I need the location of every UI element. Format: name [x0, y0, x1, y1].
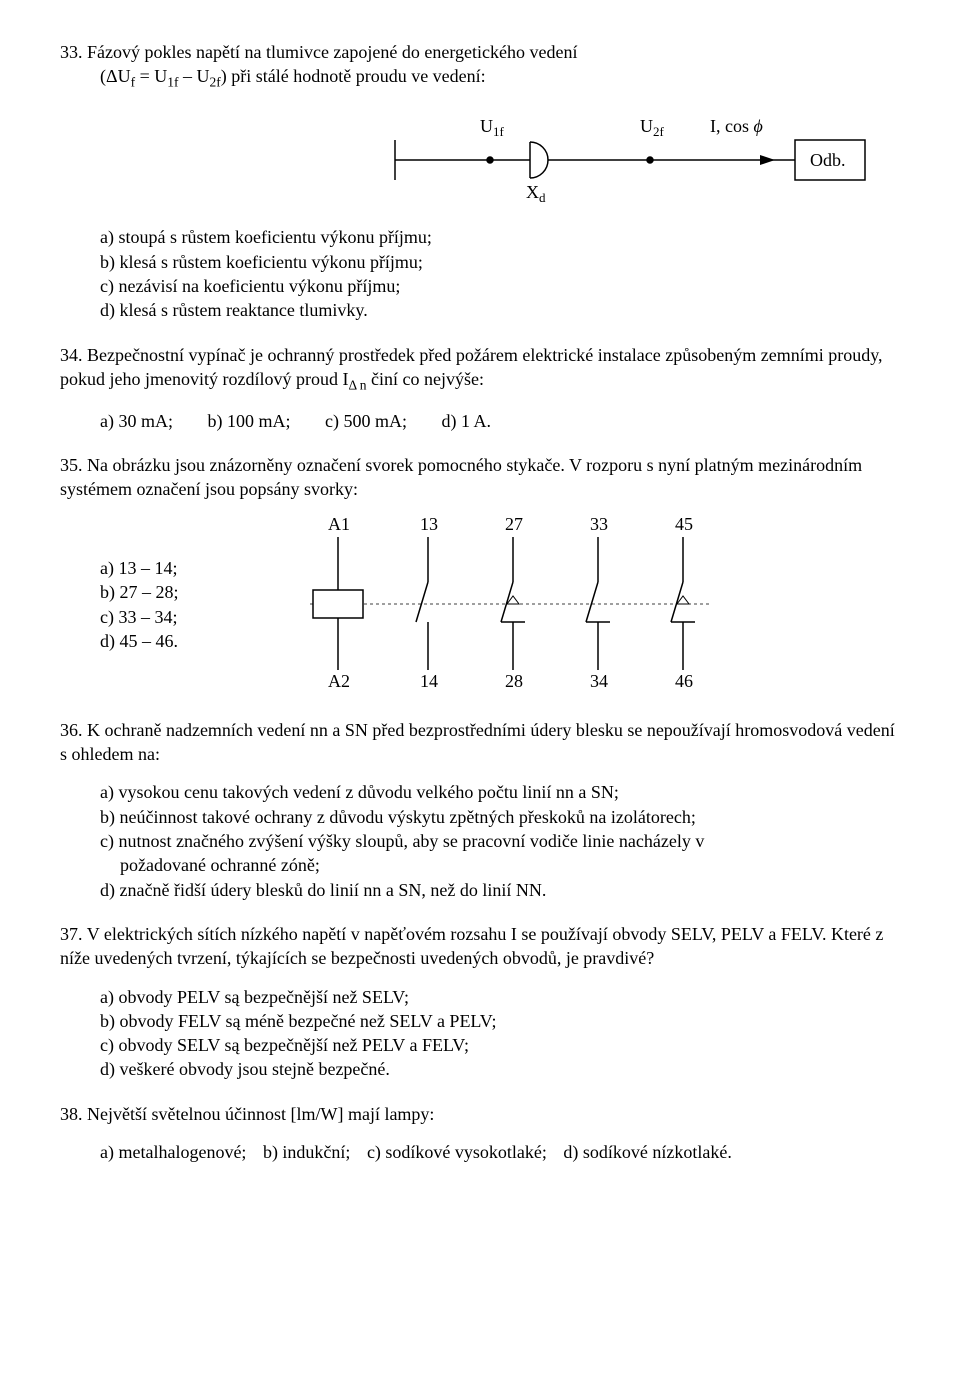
q35-opt-c: c) 33 – 34; — [100, 605, 280, 629]
svg-text:A1: A1 — [328, 514, 350, 534]
svg-text:Odb.: Odb. — [810, 150, 846, 170]
question-33: 33. Fázový pokles napětí na tlumivce zap… — [60, 40, 900, 323]
svg-text:45: 45 — [675, 514, 693, 534]
q35-opt-b: b) 27 – 28; — [100, 580, 280, 604]
q38-num: 38. — [60, 1104, 83, 1124]
q34-num: 34. — [60, 345, 83, 365]
q37-text: 37. V elektrických sítích nízkého napětí… — [60, 922, 900, 971]
q34-opt-a: a) 30 mA; — [100, 409, 173, 433]
q38-opt-b: b) indukční; — [263, 1140, 351, 1164]
q36-opt-a: a) vysokou cenu takových vedení z důvodu… — [100, 780, 900, 804]
q34-opt-d: d) 1 A. — [441, 409, 491, 433]
q35-options: a) 13 – 14; b) 27 – 28; c) 33 – 34; d) 4… — [60, 556, 280, 653]
q37-opt-c: c) obvody SELV są bezpečnější než PELV a… — [100, 1033, 900, 1057]
svg-text:33: 33 — [590, 514, 608, 534]
q33-line2: (ΔUf = U1f – U2f) při stálé hodnotě prou… — [60, 66, 486, 86]
q37-opt-b: b) obvody FELV są méně bezpečné než SELV… — [100, 1009, 900, 1033]
svg-text:U1f: U1f — [480, 116, 505, 139]
q38-opt-d: d) sodíkové nízkotlaké. — [563, 1140, 731, 1164]
svg-text:46: 46 — [675, 671, 693, 691]
q38-opt-a: a) metalhalogenové; — [100, 1140, 246, 1164]
svg-text:Xd: Xd — [526, 182, 546, 205]
svg-text:A2: A2 — [328, 671, 350, 691]
q35-opt-a: a) 13 – 14; — [100, 556, 280, 580]
q33-opt-c: c) nezávisí na koeficientu výkonu příjmu… — [100, 274, 900, 298]
q33-num: 33. — [60, 42, 83, 62]
q38-text: 38. Největší světelnou účinnost [lm/W] m… — [60, 1102, 900, 1126]
svg-text:13: 13 — [420, 514, 438, 534]
question-38: 38. Největší světelnou účinnost [lm/W] m… — [60, 1102, 900, 1165]
q33-line1: Fázový pokles napětí na tlumivce zapojen… — [87, 42, 578, 62]
q35-opt-d: d) 45 – 46. — [100, 629, 280, 653]
q33-options: a) stoupá s růstem koeficientu výkonu př… — [60, 225, 900, 322]
q36-opt-b: b) neúčinnost takové ochrany z důvodu vý… — [100, 805, 900, 829]
q34-text: 34. Bezpečnostní vypínač je ochranný pro… — [60, 343, 900, 395]
svg-text:34: 34 — [590, 671, 608, 691]
q38-options: a) metalhalogenové; b) indukční; c) sodí… — [60, 1140, 900, 1164]
svg-text:I, cos ϕ: I, cos ϕ — [710, 116, 763, 136]
q37-opt-d: d) veškeré obvody jsou stejně bezpečné. — [100, 1057, 900, 1081]
q33-opt-a: a) stoupá s růstem koeficientu výkonu př… — [100, 225, 900, 249]
q36-text: 36. K ochraně nadzemních vedení nn a SN … — [60, 718, 900, 767]
q33-diagram: U1f U2f I, cos ϕ Xd Odb. — [60, 100, 900, 211]
q36-num: 36. — [60, 720, 83, 740]
q35-diagram: A1 13 27 33 45 A2 14 28 34 46 — [280, 512, 760, 698]
q35-text: 35. Na obrázku jsou znázorněny označení … — [60, 453, 900, 502]
question-34: 34. Bezpečnostní vypínač je ochranný pro… — [60, 343, 900, 433]
question-35: 35. Na obrázku jsou znázorněny označení … — [60, 453, 900, 698]
q38-opt-c: c) sodíkové vysokotlaké; — [367, 1140, 547, 1164]
q37-opt-a: a) obvody PELV są bezpečnější než SELV; — [100, 985, 900, 1009]
q35-num: 35. — [60, 455, 83, 475]
q37-num: 37. — [60, 924, 83, 944]
svg-text:27: 27 — [505, 514, 523, 534]
q33-opt-d: d) klesá s růstem reaktance tlumivky. — [100, 298, 900, 322]
q36-opt-d: d) značně řidší údery blesků do linií nn… — [100, 878, 900, 902]
q36-opt-c: c) nutnost značného zvýšení výšky sloupů… — [100, 829, 900, 853]
q37-options: a) obvody PELV są bezpečnější než SELV; … — [60, 985, 900, 1082]
q35-row: a) 13 – 14; b) 27 – 28; c) 33 – 34; d) 4… — [60, 512, 900, 698]
question-37: 37. V elektrických sítích nízkého napětí… — [60, 922, 900, 1082]
q33-opt-b: b) klesá s růstem koeficientu výkonu pří… — [100, 250, 900, 274]
q36-opt-c2: požadované ochranné zóně; — [100, 853, 900, 877]
question-36: 36. K ochraně nadzemních vedení nn a SN … — [60, 718, 900, 902]
q34-opt-b: b) 100 mA; — [207, 409, 290, 433]
q36-options: a) vysokou cenu takových vedení z důvodu… — [60, 780, 900, 901]
q34-opt-c: c) 500 mA; — [325, 409, 407, 433]
svg-text:28: 28 — [505, 671, 523, 691]
q33-text: 33. Fázový pokles napětí na tlumivce zap… — [60, 40, 900, 92]
svg-text:14: 14 — [420, 671, 438, 691]
svg-text:U2f: U2f — [640, 116, 665, 139]
q34-options: a) 30 mA; b) 100 mA; c) 500 mA; d) 1 A. — [60, 409, 900, 433]
